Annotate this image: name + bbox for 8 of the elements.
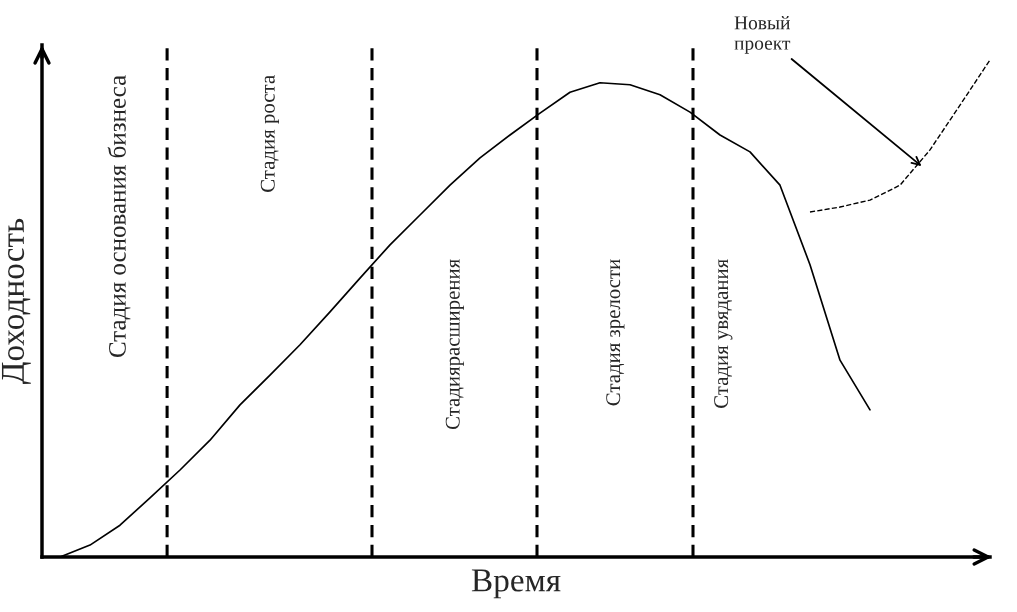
annotation: Стадиярасширения: [445, 259, 464, 430]
x-axis-title: Время: [471, 569, 561, 599]
y-axis-title: Доходность: [1, 218, 31, 385]
annotation: Стадия роста: [260, 75, 279, 192]
annotation: Стадия основания бизнеса: [107, 75, 131, 358]
text: Новый проект: [734, 15, 791, 54]
annotation: Стадия зрелости: [606, 259, 625, 406]
annotation: Стадия увядания: [714, 259, 733, 408]
